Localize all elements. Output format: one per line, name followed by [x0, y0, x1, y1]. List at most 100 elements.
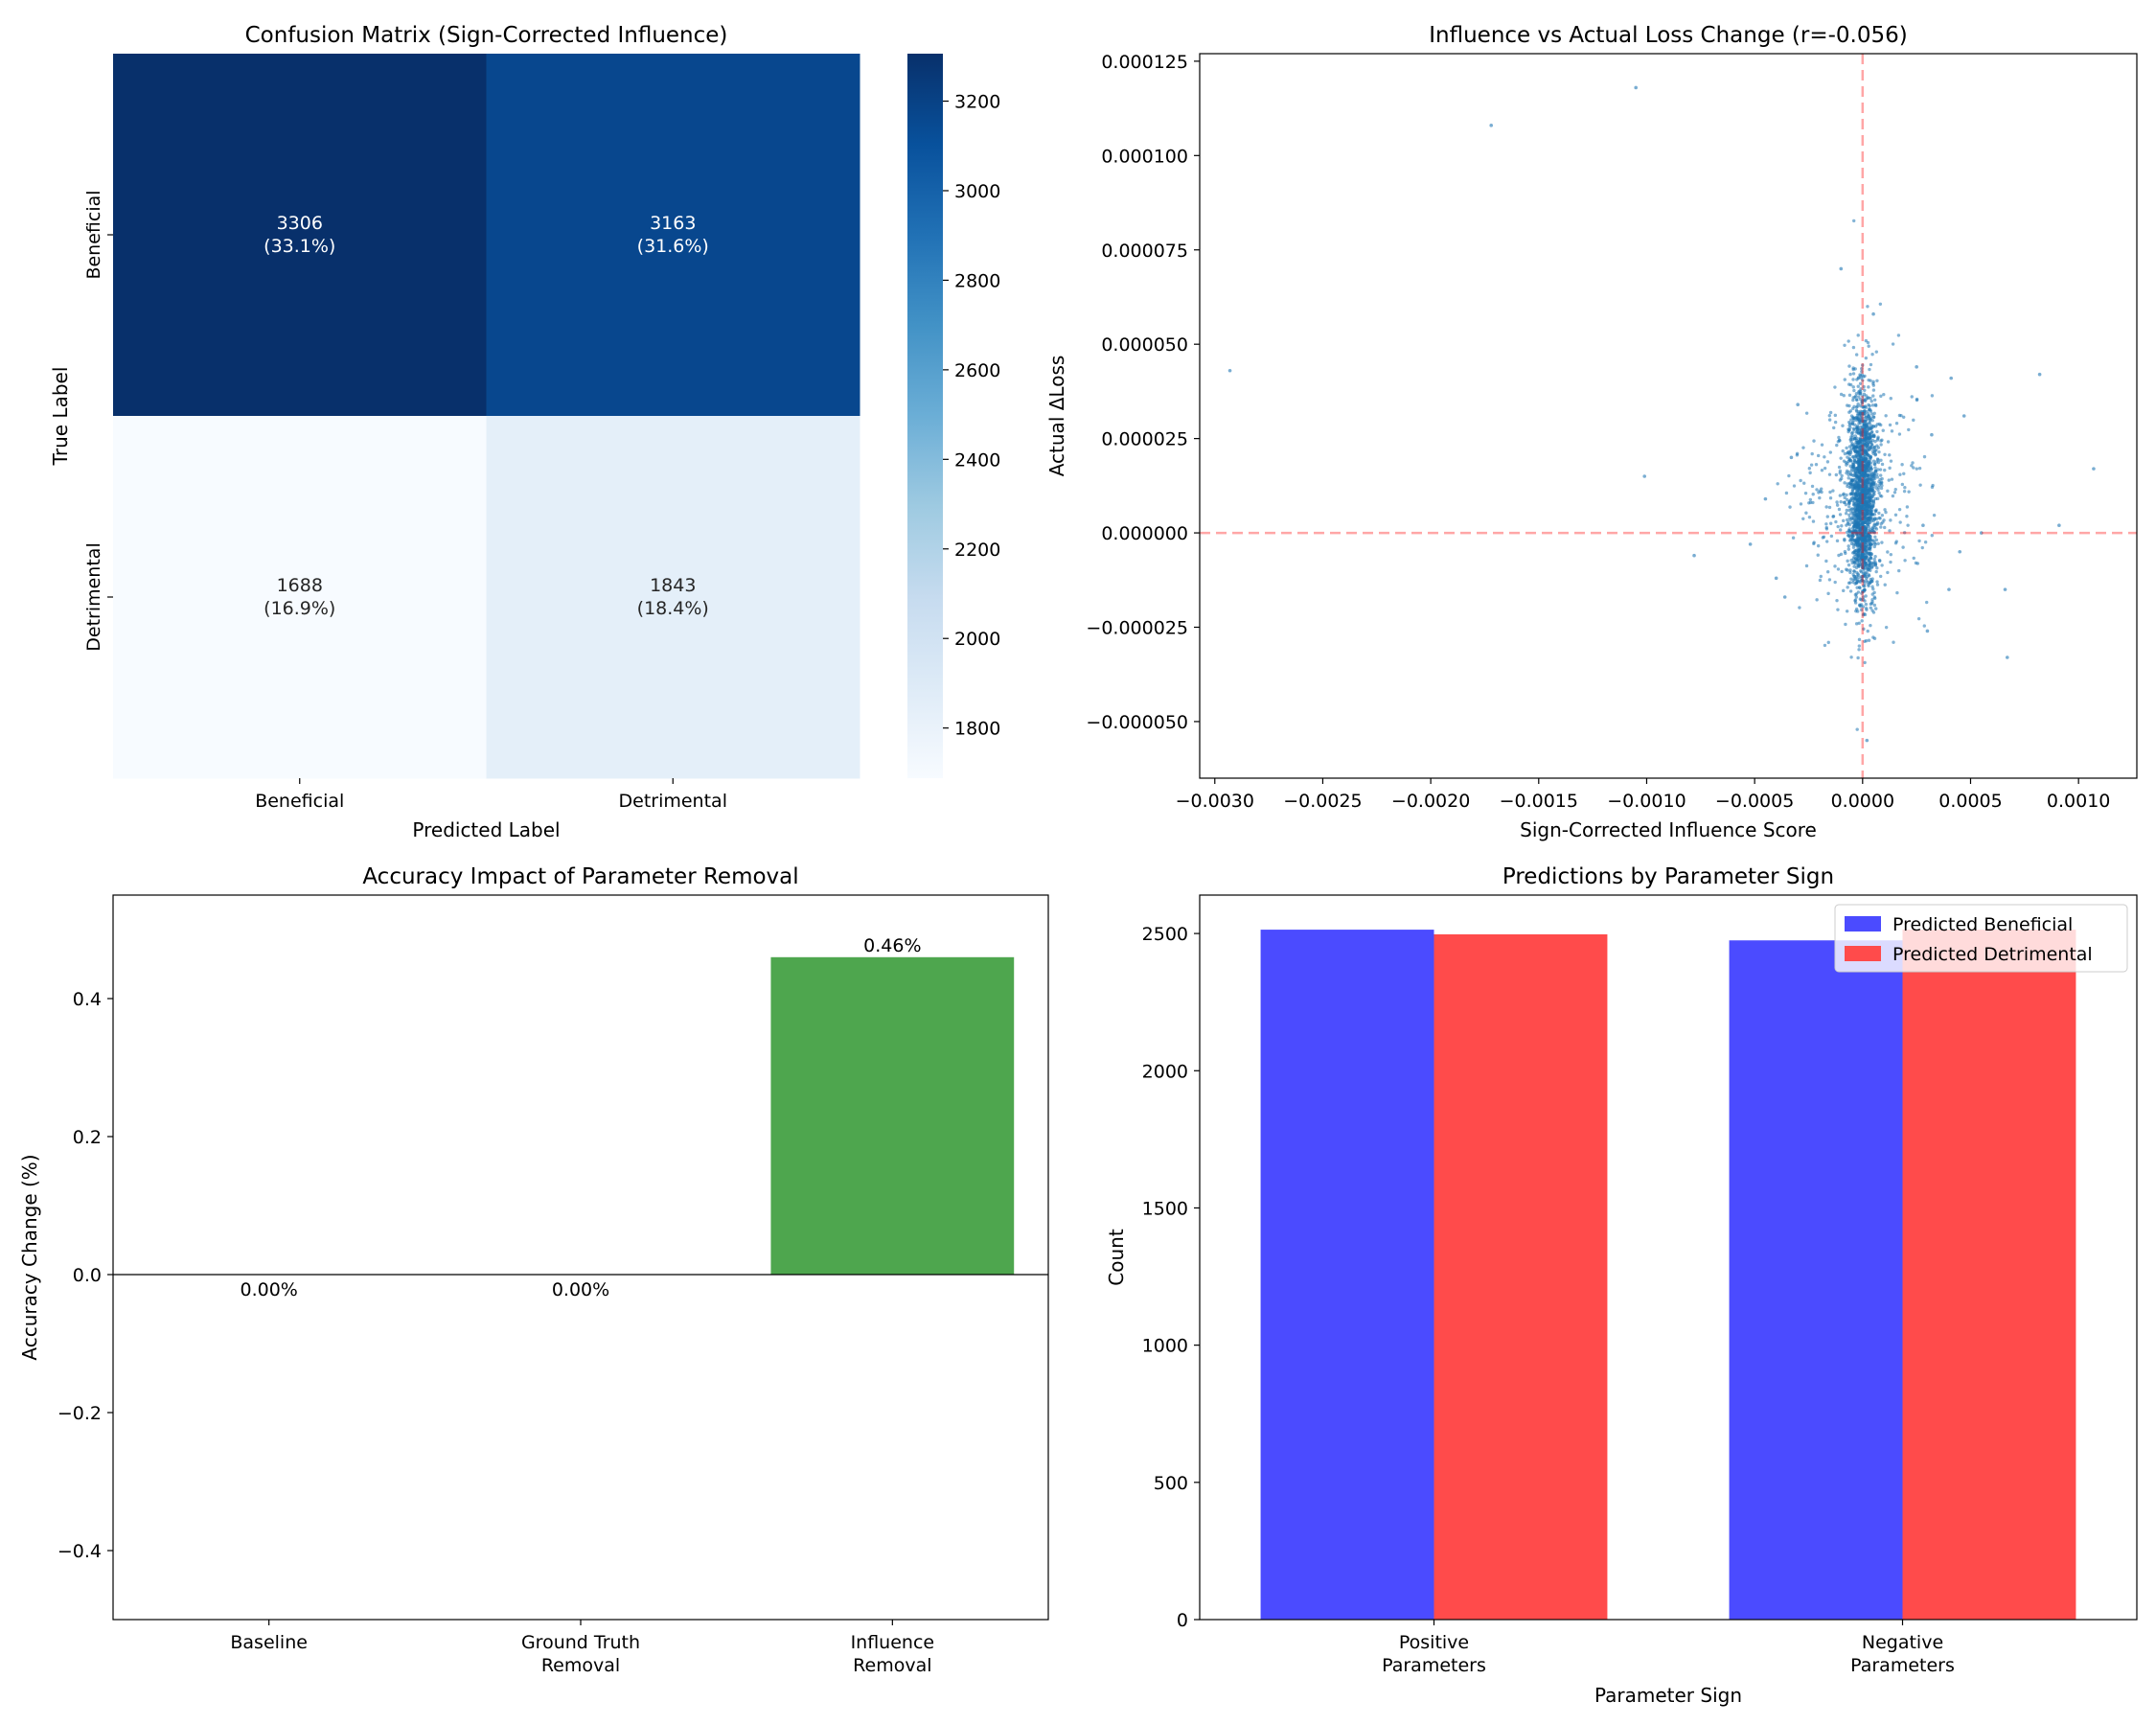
scatter-point [1862, 587, 1867, 592]
scatter-point [1864, 491, 1868, 495]
scatter-point [1860, 448, 1864, 452]
scatter-point [1861, 502, 1865, 507]
scatter-point [1847, 364, 1851, 368]
scatter-point [1848, 464, 1852, 469]
scatter-point [1819, 487, 1823, 491]
scatter-point [1818, 578, 1823, 583]
scatter-point [1868, 407, 1871, 411]
scatter-point [1850, 530, 1855, 534]
scatter-point [1796, 402, 1800, 406]
scatter-point [1859, 532, 1863, 536]
scatter-point [1863, 409, 1867, 413]
scatter-point [1881, 520, 1885, 524]
legend-swatch [1845, 916, 1881, 932]
scatter-point [1824, 540, 1829, 543]
scatter-point [1875, 472, 1879, 476]
chart-title: Accuracy Impact of Parameter Removal [362, 864, 798, 889]
scatter-point [1892, 491, 1897, 494]
scatter-point [1869, 409, 1873, 413]
x-tick-label: Negative [1862, 1632, 1943, 1653]
scatter-point [1877, 480, 1881, 484]
scatter-point [1875, 423, 1879, 426]
scatter-point [1848, 481, 1852, 485]
scatter-point [1833, 580, 1837, 585]
scatter-point [1947, 587, 1951, 591]
x-tick-label: Parameters [1850, 1655, 1955, 1676]
scatter-point [1860, 401, 1864, 404]
scatter-point [1866, 429, 1869, 433]
scatter-point [1831, 515, 1835, 518]
scatter-point [1870, 592, 1874, 596]
scatter-point [1856, 572, 1860, 576]
scatter-point [2037, 372, 2042, 377]
x-tick-label: 0.0000 [1831, 791, 1894, 812]
scatter-point [1873, 403, 1878, 408]
scatter-point [1857, 497, 1861, 501]
scatter-point [1880, 462, 1885, 467]
scatter-point [1915, 467, 1918, 471]
scatter-point [1912, 418, 1915, 423]
scatter-point [1858, 580, 1863, 584]
scatter-point [1847, 529, 1851, 533]
confusion-matrix-panel: 3306(33.1%) 3163(31.6%) 1688(16.9%) 1843(18… [49, 23, 1000, 841]
scatter-point [1886, 440, 1891, 444]
scatter-point [1915, 365, 1918, 369]
y-tick-label: 0.000100 [1101, 146, 1188, 167]
scatter-point [1872, 398, 1877, 402]
scatter-point [1833, 413, 1838, 418]
scatter-point [1852, 526, 1857, 531]
scatter-point [1883, 525, 1887, 530]
colorbar [907, 54, 943, 778]
scatter-point [1851, 406, 1855, 411]
scatter-point [1856, 402, 1860, 406]
scatter-point [1867, 426, 1871, 431]
scatter-point [1827, 472, 1832, 476]
scatter-point [1867, 459, 1870, 464]
scatter-point [1856, 555, 1861, 559]
scatter-point [1818, 495, 1822, 500]
scatter-point [1867, 396, 1870, 400]
scatter-point [1864, 415, 1869, 420]
y-tick-label: Beneficial [83, 190, 104, 279]
scatter-point [1853, 592, 1858, 597]
scatter-point [1864, 483, 1868, 488]
scatter-point [1820, 443, 1824, 447]
scatter-point [1870, 598, 1874, 602]
scatter-point [1865, 565, 1869, 570]
scatter-point [1906, 523, 1910, 527]
scatter-point [1863, 513, 1868, 518]
scatter-point [1889, 459, 1893, 463]
scatter-point [1814, 463, 1819, 467]
scatter-point [1868, 516, 1872, 520]
x-tick-label: Beneficial [255, 791, 344, 812]
scatter-point [1838, 513, 1843, 517]
scatter-point [1791, 536, 1796, 540]
x-tick-label: −0.0010 [1607, 791, 1686, 812]
scatter-point [1870, 430, 1874, 434]
scatter-point [1810, 451, 1814, 456]
y-axis-label: Count [1105, 1229, 1128, 1286]
scatter-point [1862, 471, 1866, 475]
scatter-point [1869, 580, 1872, 584]
legend-label: Predicted Beneficial [1892, 914, 2073, 935]
scatter-point [1846, 533, 1850, 538]
scatter-point [1880, 564, 1884, 567]
cell-percent-label: (16.9%) [264, 598, 335, 619]
scatter-point [1843, 451, 1847, 456]
scatter-point [1875, 520, 1880, 525]
scatter-point [1834, 472, 1839, 477]
scatter-point [1835, 539, 1840, 543]
scatter-point [1861, 456, 1866, 461]
scatter-point [1855, 440, 1860, 444]
x-tick-label: Influence [851, 1632, 935, 1653]
scatter-point [1842, 500, 1846, 505]
scatter-point [1851, 367, 1855, 372]
scatter-point [1871, 459, 1876, 463]
scatter-point [1884, 625, 1889, 630]
scatter-point [1836, 524, 1840, 529]
scatter-point [1842, 588, 1846, 593]
scatter-point [1869, 478, 1874, 482]
scatter-point [1853, 601, 1858, 605]
x-tick-label: Detrimental [619, 791, 727, 812]
scatter-point [1855, 534, 1860, 538]
